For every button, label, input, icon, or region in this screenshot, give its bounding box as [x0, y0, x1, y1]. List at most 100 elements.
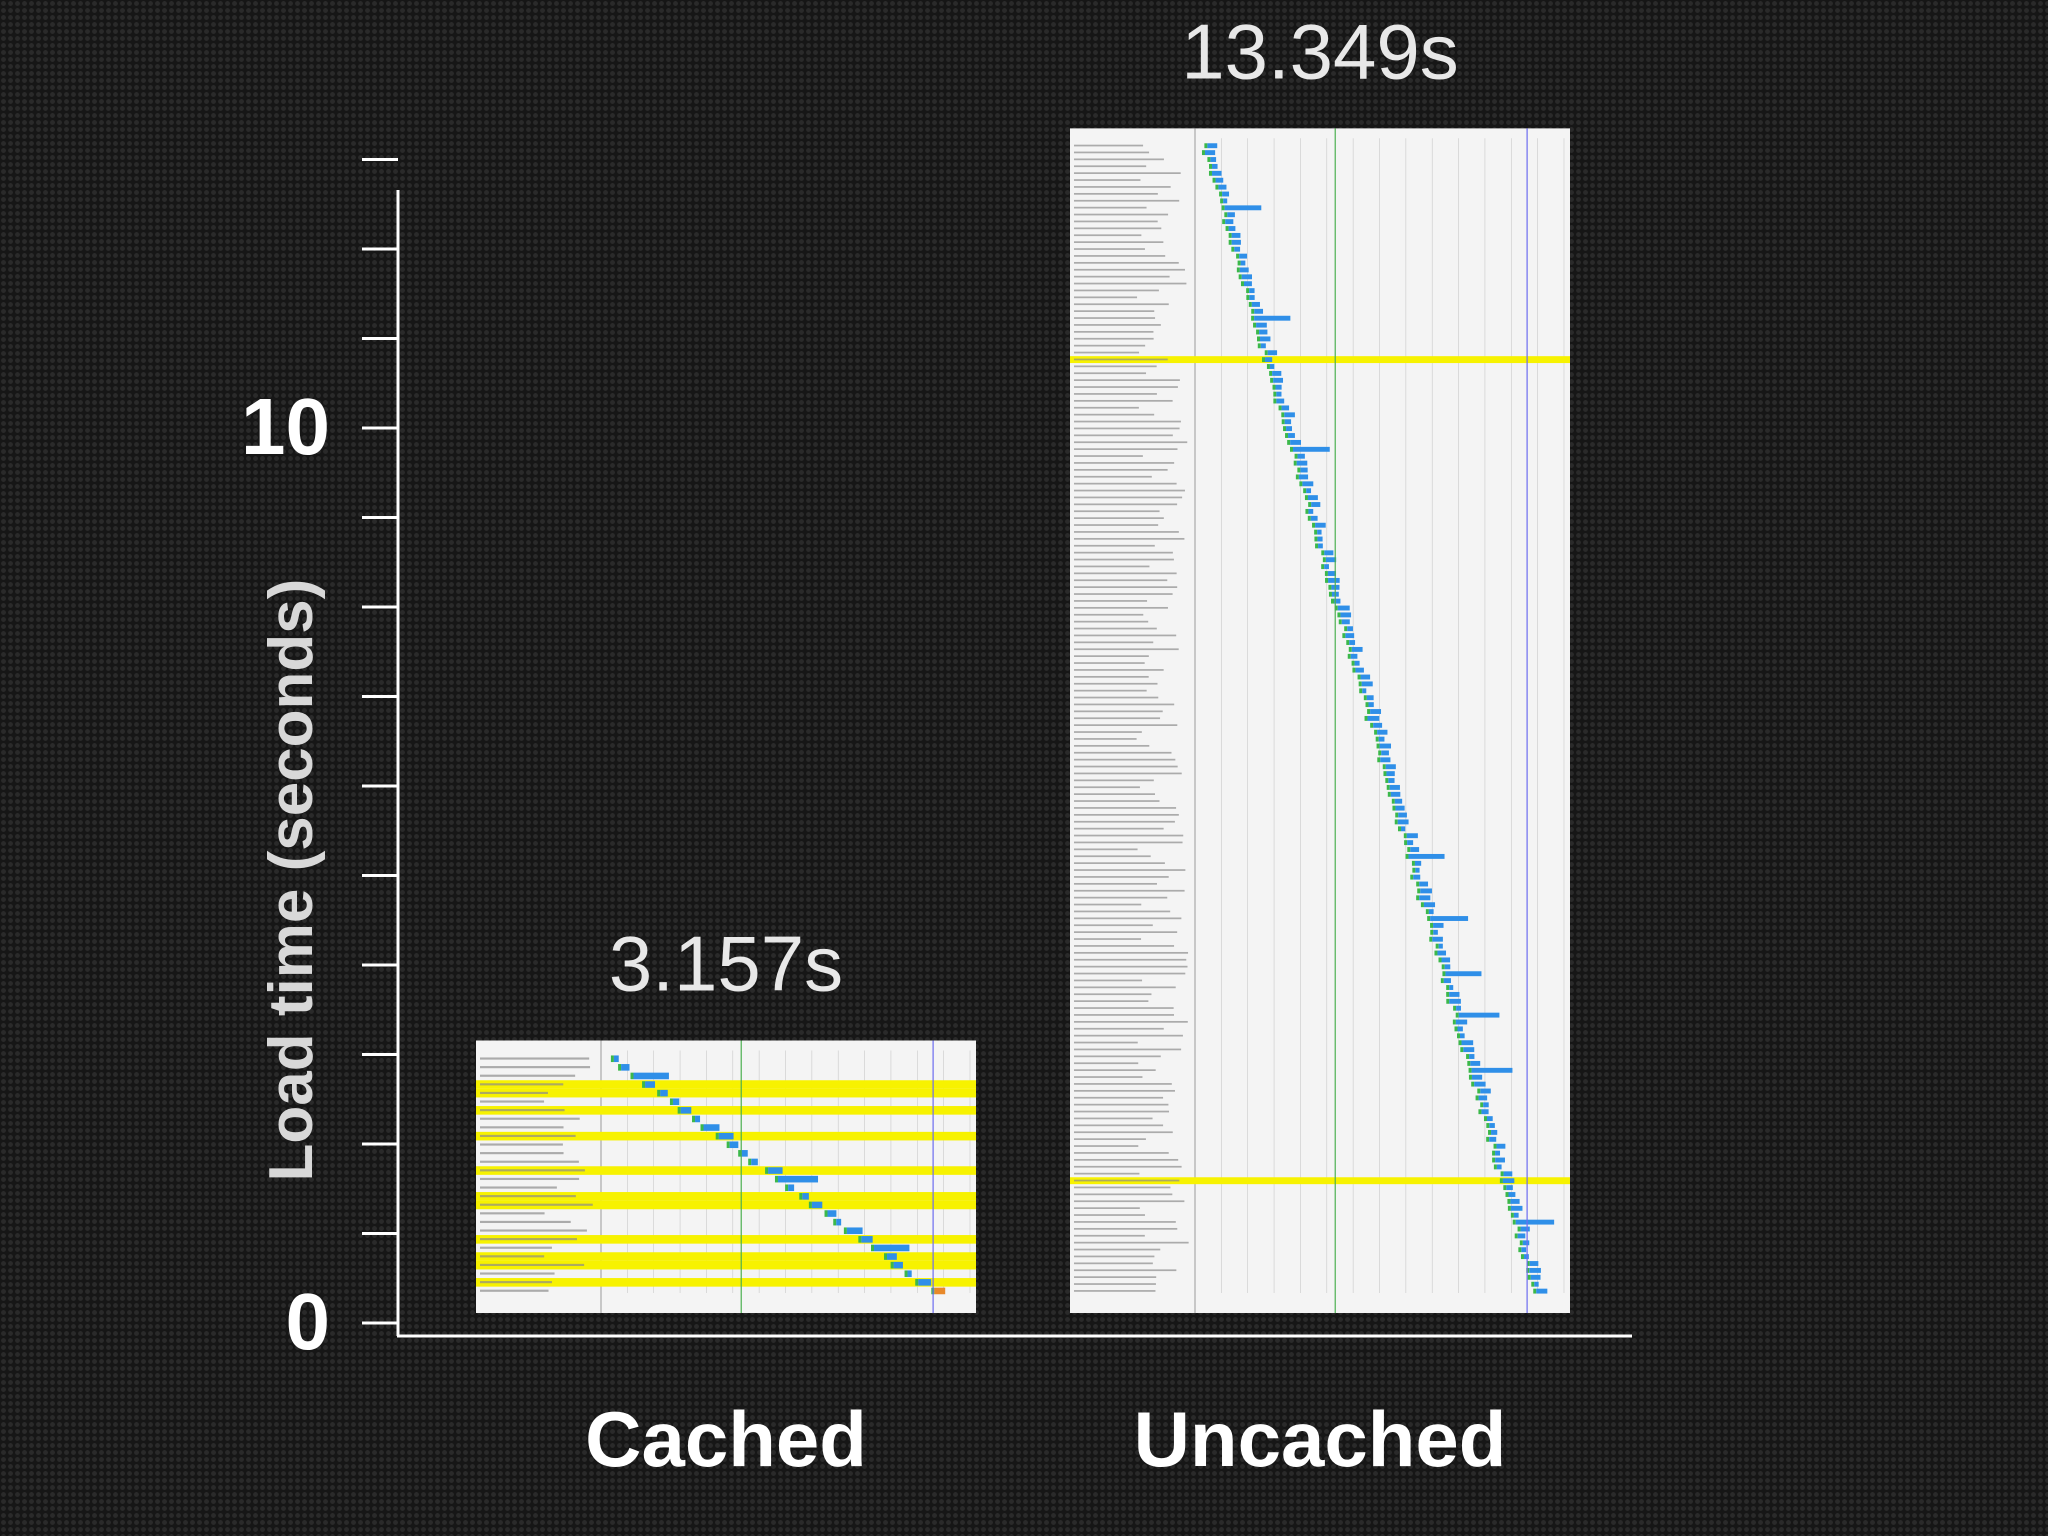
waterfall-row-label [1074, 1165, 1182, 1168]
waterfall-segment [680, 1107, 692, 1114]
waterfall-segment [1310, 515, 1318, 521]
waterfall-segment [1441, 957, 1451, 963]
waterfall-segment [1377, 729, 1388, 735]
waterfall-segment [692, 1115, 696, 1123]
waterfall-segment [1364, 715, 1368, 721]
waterfall-segment [1510, 1198, 1520, 1204]
waterfall-segment [1296, 460, 1308, 466]
waterfall-segment [1347, 653, 1351, 659]
waterfall-segment [1314, 529, 1318, 535]
waterfall-segment [843, 1227, 847, 1235]
waterfall-row-label [1074, 1027, 1164, 1030]
waterfall-segment [1410, 847, 1420, 852]
waterfall-row-label [1074, 241, 1164, 244]
waterfall-highlight-row [476, 1088, 976, 1098]
waterfall-row-label [1074, 399, 1173, 402]
waterfall-row-label [1074, 627, 1157, 630]
waterfall-segment [1351, 646, 1363, 652]
waterfall-segment [1375, 736, 1379, 742]
waterfall-segment [1410, 874, 1414, 880]
waterfall-segment [748, 1158, 752, 1166]
waterfall-row-label [1074, 641, 1154, 644]
waterfall-segment [1380, 757, 1391, 763]
waterfall-segment [1503, 1185, 1507, 1191]
waterfall-row-label [1074, 675, 1149, 678]
waterfall-segment [1207, 157, 1211, 162]
bars-group [476, 128, 1570, 1313]
waterfall-segment [1453, 1005, 1457, 1011]
waterfall-segment [1286, 426, 1293, 432]
waterfall-segment [1273, 391, 1277, 397]
waterfall-row-label [480, 1281, 552, 1284]
waterfall-row-label [480, 1195, 576, 1198]
waterfall-row-label [1074, 896, 1168, 899]
waterfall-row-label [1074, 682, 1158, 685]
waterfall-segment [1449, 985, 1454, 990]
waterfall-row-label [1074, 689, 1147, 692]
waterfall-row-label [1074, 710, 1163, 713]
waterfall-segment [1510, 1205, 1523, 1211]
waterfall-segment [1412, 867, 1416, 873]
waterfall-segment [1363, 695, 1367, 701]
waterfall-row-label [480, 1246, 552, 1249]
waterfall-segment [1349, 640, 1356, 645]
waterfall-row-label [1074, 393, 1157, 395]
waterfall-row-label [1074, 1200, 1185, 1203]
waterfall-segment [1493, 1164, 1497, 1170]
waterfall-segment [1257, 336, 1261, 342]
waterfall-segment [1416, 881, 1420, 887]
waterfall-segment [827, 1210, 837, 1217]
waterfall-segment [1240, 260, 1246, 266]
waterfall-segment [718, 1132, 734, 1140]
waterfall-segment [1352, 667, 1356, 673]
waterfall-segment [1347, 626, 1353, 632]
value-label: 13.349s [1181, 7, 1459, 95]
waterfall-row-label [1074, 296, 1138, 299]
waterfall-row-label [1074, 1117, 1153, 1120]
waterfall-segment [1254, 315, 1291, 321]
waterfall-segment [1342, 633, 1346, 639]
waterfall-segment [1297, 467, 1301, 473]
waterfall-segment [1299, 481, 1303, 487]
waterfall-row-label [1074, 779, 1154, 782]
waterfall-row-label [1074, 696, 1159, 699]
waterfall-segment [1246, 288, 1250, 294]
waterfall-segment [1262, 357, 1266, 363]
waterfall-row-label [1074, 544, 1155, 547]
waterfall-row-label [1074, 855, 1151, 858]
waterfall-segment [1340, 612, 1352, 618]
waterfall-segment [1278, 405, 1282, 411]
y-tick-label: 0 [286, 1277, 331, 1366]
waterfall-segment [1419, 895, 1431, 901]
waterfall-row-label [1074, 703, 1175, 706]
waterfall-row-label [1074, 261, 1179, 264]
waterfall-row-label [480, 1074, 576, 1077]
waterfall-segment [1481, 1109, 1489, 1115]
waterfall-segment [1491, 1129, 1498, 1135]
waterfall-segment [1297, 453, 1305, 459]
waterfall-row-label [1074, 634, 1177, 637]
waterfall-segment [1507, 1205, 1511, 1211]
waterfall-segment [1215, 177, 1224, 183]
waterfall-row-label [1074, 1172, 1140, 1175]
waterfall-segment [1518, 1247, 1522, 1253]
waterfall-segment [1293, 460, 1297, 466]
waterfall-segment [1471, 1067, 1513, 1073]
waterfall-row-label [1074, 186, 1171, 188]
y-axis-title: Load time (seconds) [257, 579, 326, 1182]
waterfall-segment [870, 1244, 874, 1252]
waterfall-row-label [1074, 151, 1150, 154]
waterfall-row-label [1074, 172, 1181, 175]
waterfall-segment [1416, 895, 1420, 901]
waterfall-segment [703, 1124, 720, 1131]
waterfall-segment [1469, 1054, 1475, 1059]
waterfall-row-label [1074, 427, 1180, 430]
waterfall-row-label [1074, 531, 1179, 533]
waterfall-segment [1224, 212, 1228, 218]
waterfall-segment [811, 1201, 823, 1209]
waterfall-row-label [1074, 1234, 1145, 1237]
waterfall-row-label [1074, 862, 1165, 865]
waterfall-row-label [1074, 938, 1142, 940]
waterfall-segment [1461, 1040, 1474, 1046]
